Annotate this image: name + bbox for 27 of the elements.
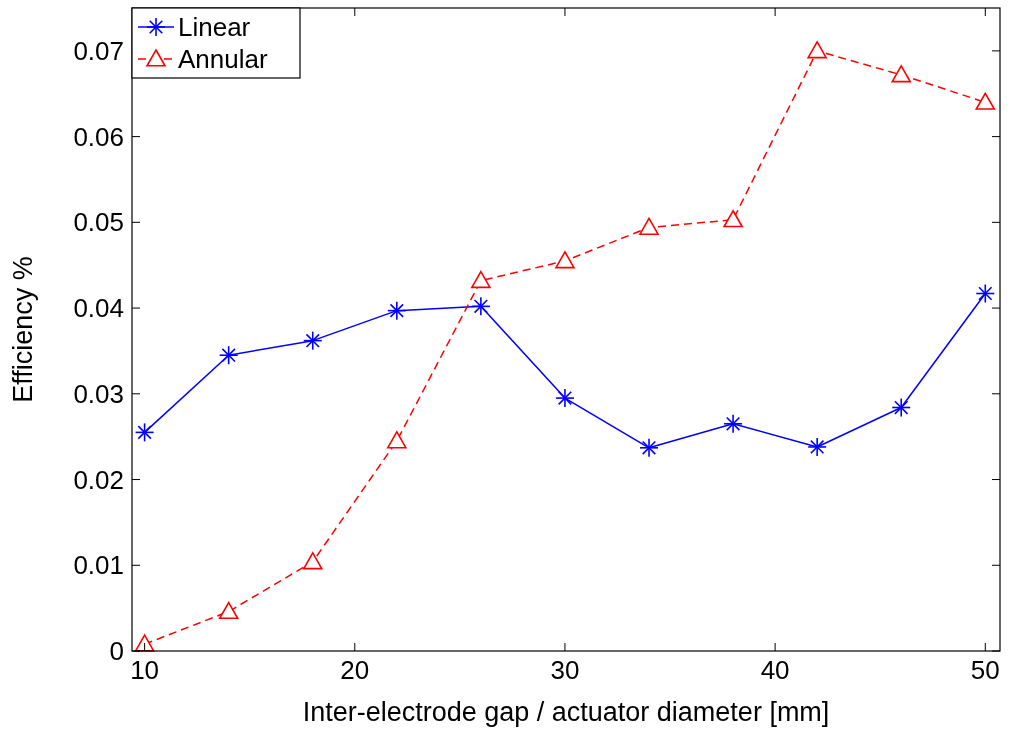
point bbox=[555, 251, 575, 269]
y-tick-label: 0.01 bbox=[73, 550, 124, 581]
y-tick-label: 0.07 bbox=[73, 35, 124, 66]
y-axis-title: Efficiency % bbox=[8, 256, 38, 403]
legend-label: Annular bbox=[178, 44, 268, 74]
x-tick-label: 10 bbox=[130, 655, 160, 685]
x-axis-title: Inter-electrode gap / actuator diameter [mm] bbox=[302, 697, 830, 727]
point bbox=[218, 601, 239, 620]
point bbox=[471, 270, 491, 289]
legend-label: Linear bbox=[178, 12, 251, 42]
point bbox=[975, 92, 996, 110]
y-tick-label: 0.05 bbox=[73, 207, 124, 238]
y-tick-label: 0.04 bbox=[73, 293, 124, 324]
y-tick-label: 0 bbox=[109, 636, 124, 666]
y-tick-label: 0.02 bbox=[73, 464, 124, 495]
y-tick-label: 0.03 bbox=[73, 378, 124, 409]
x-tick-label: 30 bbox=[550, 655, 580, 685]
y-tick-label: 0.06 bbox=[73, 121, 124, 152]
point bbox=[807, 41, 827, 59]
point bbox=[723, 209, 743, 228]
point bbox=[302, 552, 323, 570]
point bbox=[639, 217, 659, 236]
point bbox=[387, 431, 407, 449]
x-tick-label: 20 bbox=[340, 655, 370, 685]
x-tick-label: 40 bbox=[760, 655, 790, 685]
point bbox=[891, 65, 912, 83]
x-tick-label: 50 bbox=[970, 655, 1000, 685]
